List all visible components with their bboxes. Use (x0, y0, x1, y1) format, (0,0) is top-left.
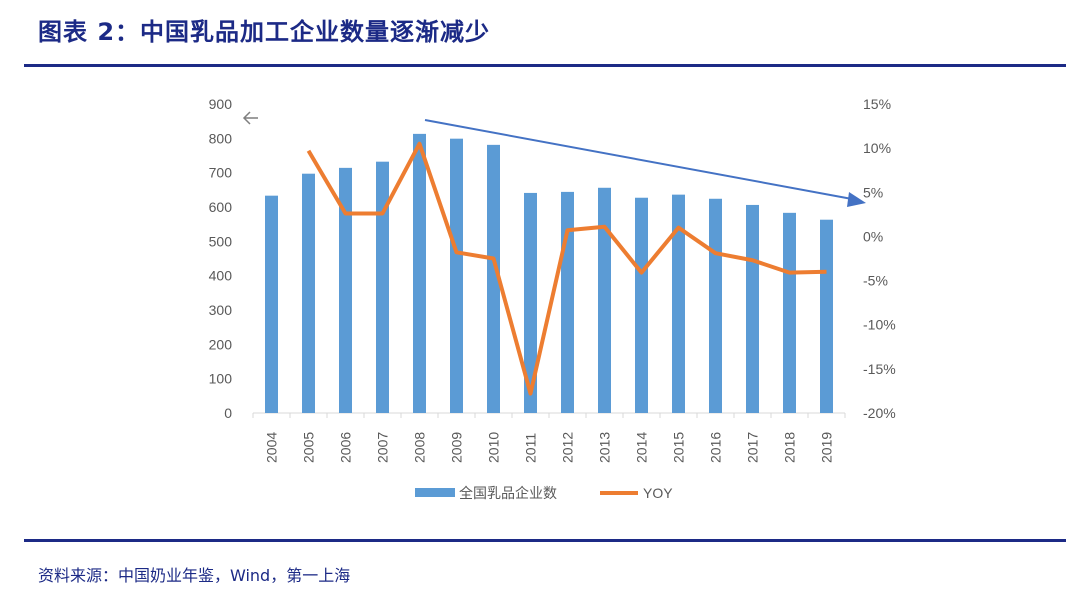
bar-2004 (265, 195, 278, 413)
bar-2012 (561, 191, 574, 413)
x-tick-label: 2013 (597, 432, 613, 463)
legend-swatch-bar (415, 488, 455, 497)
left-tick-label: 100 (209, 371, 233, 387)
source-note: 资料来源：中国奶业年鉴，Wind，第一上海 (38, 566, 351, 585)
x-tick-label: 2015 (671, 432, 687, 463)
bar-2008 (413, 133, 426, 413)
bar-2005 (302, 173, 315, 413)
right-tick-label: -15% (863, 361, 896, 377)
x-tick-label: 2019 (819, 432, 835, 463)
top-rule (24, 64, 1066, 67)
right-tick-label: 5% (863, 184, 883, 200)
legend-label-bar: 全国乳品企业数 (459, 485, 557, 501)
bar-2009 (450, 138, 463, 413)
x-tick-label: 2014 (634, 432, 650, 463)
bottom-rule (24, 539, 1066, 542)
legend-label-line: YOY (643, 485, 673, 501)
left-tick-label: 800 (209, 130, 233, 146)
left-tick-label: 900 (209, 96, 233, 112)
x-tick-label: 2009 (449, 432, 465, 463)
x-tick-label: 2007 (375, 432, 391, 463)
x-tick-label: 2012 (560, 432, 576, 463)
right-tick-label: 15% (863, 96, 891, 112)
left-tick-label: 400 (209, 268, 233, 284)
right-tick-label: 0% (863, 228, 883, 244)
left-tick-label: 700 (209, 165, 233, 181)
x-tick-label: 2006 (338, 432, 354, 463)
right-tick-label: -10% (863, 317, 896, 333)
bar-2006 (339, 167, 352, 413)
right-tick-label: -5% (863, 273, 888, 289)
x-tick-label: 2005 (301, 432, 317, 463)
trend-arrow-head (847, 192, 866, 207)
left-tick-label: 600 (209, 199, 233, 215)
bar-2010 (487, 144, 500, 413)
trend-arrow-line (424, 119, 853, 200)
x-tick-label: 2016 (708, 432, 724, 463)
page-title: 图表 2：中国乳品加工企业数量逐渐减少 (38, 18, 491, 46)
left-tick-label: 0 (224, 405, 232, 421)
left-tick-label: 500 (209, 233, 233, 249)
x-tick-label: 2010 (486, 432, 502, 463)
bar-2014 (635, 197, 648, 413)
bar-2013 (598, 187, 611, 413)
right-tick-label: -20% (863, 405, 896, 421)
x-tick-label: 2018 (782, 432, 798, 463)
bar-2019 (820, 219, 833, 413)
bar-2015 (672, 194, 685, 413)
bar-2016 (709, 198, 722, 413)
bar-2018 (783, 212, 796, 413)
left-tick-label: 300 (209, 302, 233, 318)
bar-2017 (746, 204, 759, 413)
left-tick-label: 200 (209, 336, 233, 352)
bar-2011 (524, 192, 537, 413)
x-tick-label: 2008 (412, 432, 428, 463)
x-tick-label: 2004 (264, 432, 280, 463)
x-tick-label: 2017 (745, 432, 761, 463)
x-tick-label: 2011 (523, 433, 539, 463)
bar-2007 (376, 161, 389, 413)
right-tick-label: 10% (863, 140, 891, 156)
left-arrow-icon (242, 111, 258, 125)
